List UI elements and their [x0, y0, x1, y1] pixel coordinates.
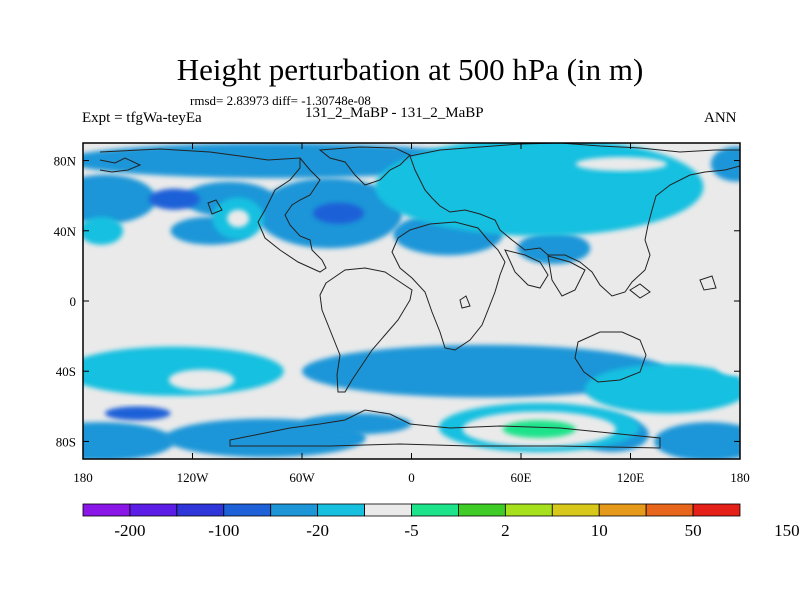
- y-tick-label-3: 40S: [56, 364, 76, 379]
- colorbar-swatch-11: [598, 503, 647, 517]
- anomaly-region-14: [148, 188, 200, 210]
- colorbar-label-7: 150: [774, 521, 800, 540]
- colorbar-swatch-4: [270, 503, 319, 517]
- colorbar-swatch-10: [551, 503, 600, 517]
- x-tick-label-5: 120E: [617, 470, 645, 485]
- anomaly-region-26: [575, 157, 667, 172]
- coastline-africa: [391, 221, 506, 351]
- coastline-india-arabia: [504, 249, 586, 297]
- anomaly-region-8: [302, 344, 667, 398]
- colorbar-swatch-0: [82, 503, 131, 517]
- x-tick-label-3: 0: [408, 470, 415, 485]
- rmsd-diff-stats: rmsd= 2.83973 diff= -1.30748e-08: [190, 93, 371, 108]
- plot-title: Height perturbation at 500 hPa (in m): [176, 52, 644, 87]
- map-axes: 180 120W 60W 0 60E 120E 180 80N 40N 0 40S 80S: [54, 143, 750, 485]
- coastline-alaska: [99, 157, 142, 173]
- coastline-australia: [574, 331, 647, 383]
- colorbar-swatch-6: [364, 503, 412, 517]
- colorbar-label-0: -200: [114, 521, 145, 540]
- anomaly-regions: [83, 143, 740, 459]
- anomaly-region-9: [83, 422, 175, 459]
- anomaly-region-20: [584, 364, 740, 414]
- colorbar-label-6: 50: [685, 521, 702, 540]
- x-tick-label-6: 180: [730, 470, 750, 485]
- anomaly-region-0: [83, 143, 485, 179]
- anomaly-region-7: [710, 146, 740, 182]
- anomaly-region-6: [517, 232, 591, 265]
- coastline-north-america: [99, 148, 327, 273]
- colorbar-swatch-2: [176, 503, 225, 517]
- anomaly-region-21: [83, 346, 284, 396]
- colorbar-label-1: -100: [208, 521, 239, 540]
- anomaly-region-13: [302, 413, 412, 435]
- anomaly-region-16: [104, 406, 171, 421]
- colorbar-swatch-12: [645, 503, 694, 517]
- colorbar-label-3: -5: [404, 521, 418, 540]
- coastline-islands: [207, 199, 717, 309]
- y-tick-label-4: 80S: [56, 434, 76, 449]
- y-tick-label-1: 40N: [54, 224, 77, 239]
- colorbar-swatch-7: [411, 503, 459, 517]
- anomaly-region-12: [654, 422, 740, 459]
- colorbar-label-4: 2: [501, 521, 510, 540]
- colorbar-swatch-3: [223, 503, 272, 517]
- colorbar-label-5: 10: [591, 521, 608, 540]
- colorbar-swatch-8: [458, 503, 506, 517]
- colorbar-swatch-9: [504, 503, 553, 517]
- colorbar-swatch-5: [317, 503, 365, 517]
- anomaly-region-25: [716, 353, 740, 375]
- coastline-greenland: [318, 146, 411, 186]
- colorbar-label-2: -20: [306, 521, 329, 540]
- colorbar-swatch-1: [129, 503, 178, 517]
- comparison-label: 131_2_MaBP - 131_2_MaBP: [305, 105, 484, 121]
- colorbar-swatch-13: [692, 503, 741, 517]
- y-tick-label-2: 0: [70, 294, 77, 309]
- anomaly-region-15: [312, 202, 365, 224]
- x-tick-label-1: 120W: [177, 470, 210, 485]
- anomaly-region-19: [83, 216, 124, 245]
- season-label: ANN: [704, 110, 737, 126]
- x-tick-label-4: 60E: [511, 470, 532, 485]
- anomaly-region-23: [227, 209, 250, 228]
- x-tick-label-2: 60W: [289, 470, 315, 485]
- coastline-south-america: [319, 267, 413, 393]
- coastline-eurasia: [409, 143, 740, 297]
- anomaly-region-17: [375, 143, 704, 237]
- y-tick-label-0: 80N: [54, 154, 77, 169]
- colorbar: -200 -100 -20 -5 2 10 50 150: [82, 503, 800, 540]
- anomaly-region-24: [168, 369, 235, 391]
- coastline-antarctica: [229, 409, 661, 449]
- coastline-outlines: [99, 143, 740, 449]
- anomaly-region-28: [502, 420, 576, 438]
- experiment-label: Expt = tfgWa-teyEa: [82, 110, 202, 126]
- x-tick-label-0: 180: [73, 470, 93, 485]
- anomaly-region-1: [83, 174, 156, 224]
